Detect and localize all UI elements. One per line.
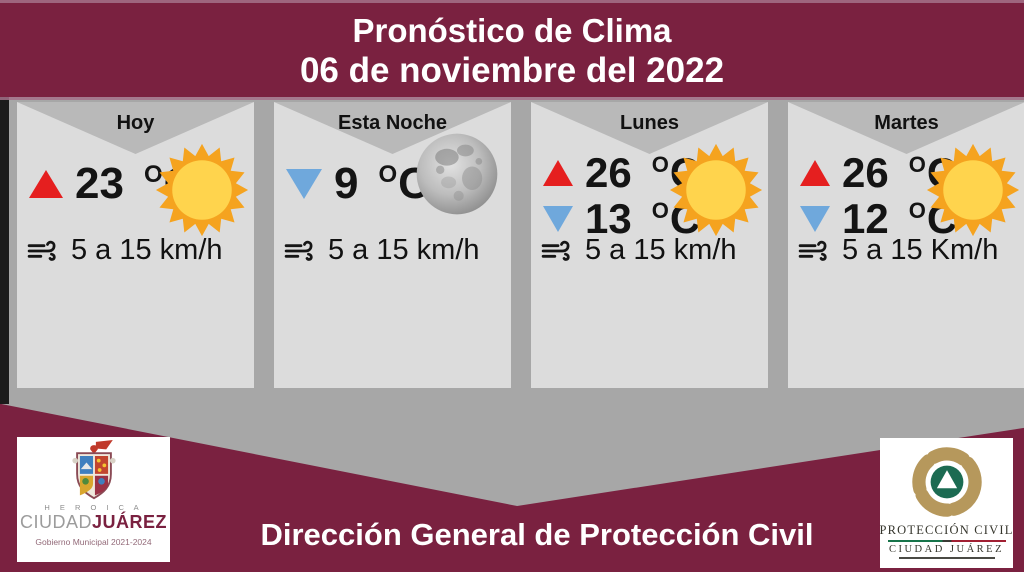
bottom-rule [898,557,995,559]
ciudad-juarez-logo: H E R O I C A CIUDADJUÁREZ Gobierno Muni… [17,437,170,562]
wind-icon [284,240,313,261]
forecast-cards: Hoy 23 OC [17,102,1024,388]
high-temp-value: 26 [585,149,632,196]
forecast-card-hoy: Hoy 23 OC [17,102,254,388]
juarez-word: JUÁREZ [92,512,168,532]
wind-row: 5 a 15 Km/h [798,234,1018,267]
low-temp-row: 9 OC [286,162,430,206]
wind-icon [798,240,827,261]
ciudad-juarez-label: CIUDAD JUÁREZ [888,544,1005,555]
wind-icon [27,240,56,261]
moon-icon [415,132,499,216]
high-temp-row: 26 OC [800,152,957,194]
flag-color-rule [887,540,1006,542]
temperature-block: 9 OC [286,162,430,206]
proteccion-civil-label: PROTECCIÓN CIVIL [879,523,1014,537]
high-temp-triangle-icon [29,170,63,198]
degree-sup: O [651,152,670,177]
degree-sup: O [143,161,164,188]
proteccion-civil-logo: PROTECCIÓN CIVIL CIUDAD JUÁREZ [879,438,1014,568]
low-temp-value: 13 [585,195,632,242]
low-temp-triangle-icon [543,206,573,232]
degree-sup: O [651,198,670,223]
low-temp-value: 9 [334,159,359,208]
title-block: Pronóstico de Clima 06 de noviembre del … [0,0,1024,97]
wind-row: 5 a 15 km/h [284,234,504,267]
day-label: Martes [874,112,939,134]
ciudad-word: CIUDAD [19,512,92,532]
sun-icon [925,142,1021,238]
forecast-card-martes: Martes 26 OC 12 OC [788,102,1024,388]
low-temp-value: 12 [842,195,889,242]
wind-icon [541,240,570,261]
high-temp-triangle-icon [543,160,573,186]
day-label: Hoy [116,112,155,134]
civil-protection-emblem-icon [911,447,982,517]
slide-title: Pronóstico de Clima [352,12,672,49]
day-label: Esta Noche [338,112,447,134]
forecast-card-lunes: Lunes 26 OC 13 OC [531,102,768,388]
high-temp-triangle-icon [800,160,830,186]
heroica-label: H E R O I C A [44,503,143,512]
degree-sup: O [908,152,927,177]
slide-date: 06 de noviembre del 2022 [299,50,725,90]
wind-speed: 5 a 15 km/h [328,234,480,266]
degree-sup: O [908,198,927,223]
low-temp-triangle-icon [286,169,322,199]
municipal-term-label: Gobierno Municipal 2021-2024 [35,537,152,547]
high-temp-value: 23 [75,159,124,208]
footer-department-title: Dirección General de Protección Civil [260,517,814,552]
forecast-card-esta-noche: Esta Noche 9 OC [274,102,511,388]
wind-speed: 5 a 15 km/h [71,234,223,266]
sun-icon [154,142,250,238]
wind-speed: 5 a 15 Km/h [842,234,999,266]
high-temp-value: 26 [842,149,889,196]
ciudad-juarez-wordmark: CIUDADJUÁREZ [20,513,167,531]
sun-icon [668,142,764,238]
day-label: Lunes [620,112,679,134]
degree-sup: O [378,161,399,188]
city-crest-icon [71,440,116,500]
wind-row: 5 a 15 km/h [541,234,761,267]
wind-row: 5 a 15 km/h [27,234,247,267]
low-temp-triangle-icon [800,206,830,232]
left-edge-shadow [0,97,9,404]
top-edge-highlight [0,0,1024,3]
band-divider-line [0,97,1024,100]
wind-speed: 5 a 15 km/h [585,234,737,266]
